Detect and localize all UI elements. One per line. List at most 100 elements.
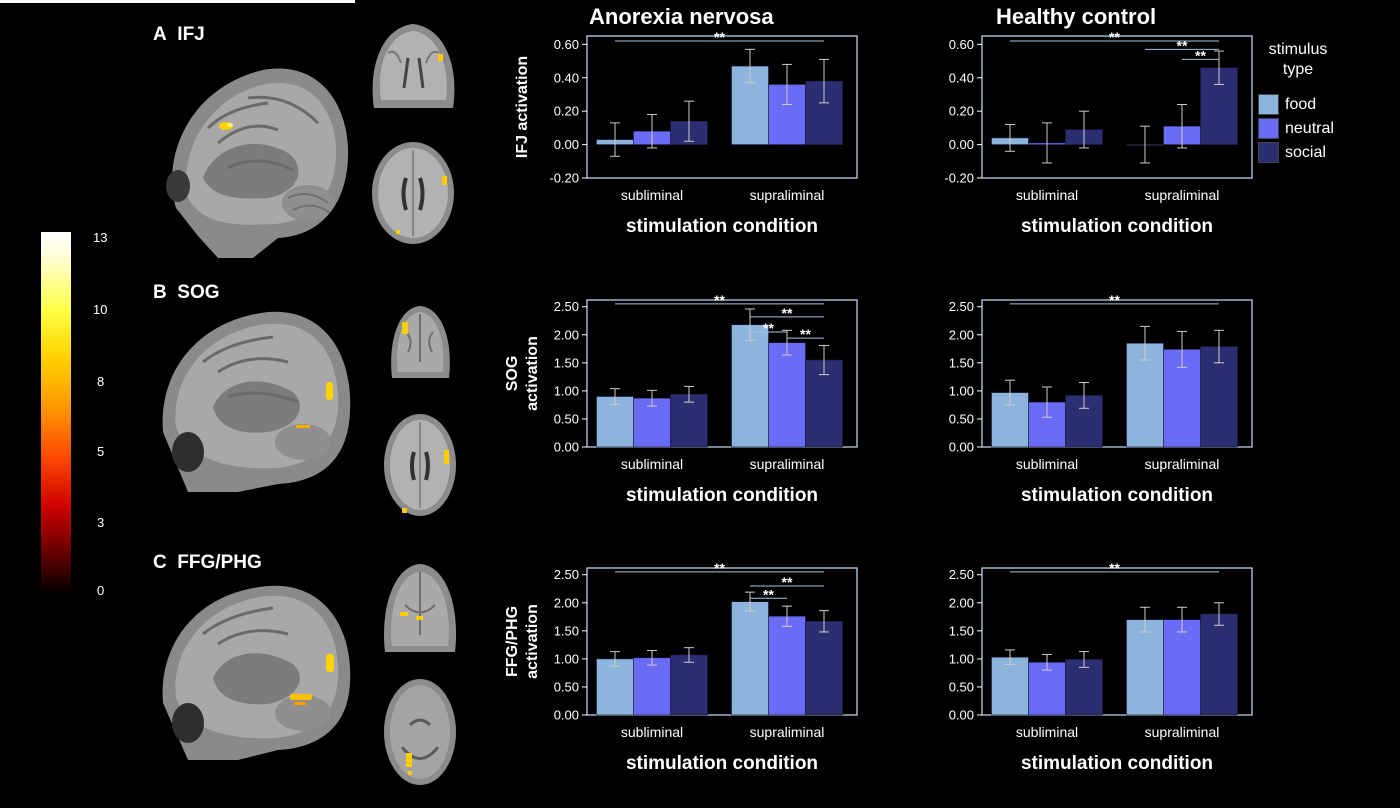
y-axis-label: FFG/PHG xyxy=(505,606,521,677)
legend-item-neutral: neutral xyxy=(1258,118,1348,139)
y-tick-label: 0.00 xyxy=(949,137,974,152)
legend-label: food xyxy=(1285,95,1317,113)
y-tick-label: -0.20 xyxy=(549,171,579,186)
bar xyxy=(596,396,634,448)
legend-title: stimulus type xyxy=(1248,40,1348,80)
x-tick-label: subliminal xyxy=(1016,724,1078,740)
bar xyxy=(805,621,843,716)
colorbar-tick: 5 xyxy=(97,444,105,459)
column-title-healthy: Healthy control xyxy=(996,4,1157,29)
significance-marker: ** xyxy=(1109,292,1120,308)
x-tick-label: subliminal xyxy=(621,724,683,740)
y-tick-label: 0.00 xyxy=(554,137,579,152)
colorbar-tick: 3 xyxy=(97,515,105,530)
y-tick-label: 0.20 xyxy=(554,104,579,119)
chart-ffg-anorexia: 2.50 2.00 1.50 1.00 0.50 0.00 subliminal supral… xyxy=(505,560,858,774)
significance-marker: ** xyxy=(1109,560,1120,576)
y-tick-label: 2.50 xyxy=(554,299,579,314)
significance-marker: ** xyxy=(763,586,774,602)
top-white-band xyxy=(0,0,355,3)
bar xyxy=(731,324,769,448)
y-axis-label: activation xyxy=(524,336,541,411)
bar xyxy=(1065,659,1103,716)
y-tick-label: 1.00 xyxy=(554,651,579,666)
panel-region: IFJ xyxy=(177,24,205,45)
plot-frame xyxy=(981,35,1253,179)
legend-swatch xyxy=(1258,118,1279,139)
x-tick-label: supraliminal xyxy=(750,187,825,203)
chart-ifj-healthy: 0.60 0.40 0.20 0.00 -0.20 subliminal supralimi… xyxy=(944,29,1253,237)
y-tick-label: 1.50 xyxy=(554,623,579,638)
y-tick-label: 0.50 xyxy=(949,411,974,426)
brain-coronal-a xyxy=(366,18,461,116)
brain-axial-b xyxy=(380,410,460,520)
significance-marker: ** xyxy=(714,292,725,308)
colorbar-tick: 0 xyxy=(97,583,105,598)
x-tick-label: supraliminal xyxy=(750,456,825,472)
y-tick-label: 2.50 xyxy=(554,567,579,582)
x-tick-label: subliminal xyxy=(1016,456,1078,472)
y-tick-label: -0.20 xyxy=(944,171,974,186)
y-tick-label: 1.00 xyxy=(949,651,974,666)
significance-marker: ** xyxy=(1109,29,1120,45)
brain-sagittal-a xyxy=(158,58,358,258)
y-tick-label: 2.50 xyxy=(949,299,974,314)
x-tick-label: supraliminal xyxy=(1145,456,1220,472)
bar xyxy=(768,615,806,716)
y-tick-label: 0.00 xyxy=(554,440,579,455)
y-tick-label: 0.00 xyxy=(949,440,974,455)
bar xyxy=(596,658,634,716)
y-tick-label: 0.50 xyxy=(554,411,579,426)
x-axis-label: stimulation condition xyxy=(626,753,818,774)
significance-marker: ** xyxy=(782,574,793,590)
plot-frame xyxy=(981,567,1253,716)
chart-sog-healthy: 2.50 2.00 1.50 1.00 0.50 0.00 subliminal supral… xyxy=(949,292,1253,506)
y-axis-label: SOG xyxy=(505,356,521,392)
bar xyxy=(768,342,806,448)
y-tick-label: 1.00 xyxy=(949,383,974,398)
y-tick-label: 2.00 xyxy=(554,327,579,342)
panel-label-b: B SOG xyxy=(153,282,220,304)
x-axis-label: stimulation condition xyxy=(626,485,818,506)
y-tick-label: 2.00 xyxy=(949,327,974,342)
y-tick-label: 0.00 xyxy=(949,708,974,723)
plot-frame xyxy=(586,299,858,448)
panel-letter: A xyxy=(153,24,167,45)
significance-marker: ** xyxy=(800,326,811,342)
y-tick-label: 0.00 xyxy=(554,708,579,723)
x-axis-label: stimulation condition xyxy=(626,216,818,237)
column-title-anorexia: Anorexia nervosa xyxy=(589,4,774,29)
x-axis-label: stimulation condition xyxy=(1021,753,1213,774)
panel-region: FFG/PHG xyxy=(177,552,262,573)
significance-marker: ** xyxy=(763,320,774,336)
y-tick-label: 2.00 xyxy=(949,595,974,610)
chart-ifj-anorexia: 0.60 0.40 0.20 0.00 -0.20 subliminal supralimi… xyxy=(514,29,858,237)
bar xyxy=(1126,619,1164,716)
plot-frame xyxy=(586,567,858,716)
chart-sog-anorexia: 2.50 2.00 1.50 1.00 0.50 0.00 subliminal supral… xyxy=(505,292,858,506)
panel-label-c: C FFG/PHG xyxy=(153,552,262,574)
y-tick-label: 2.50 xyxy=(949,567,974,582)
brain-coronal-b xyxy=(388,302,453,382)
significance-marker: ** xyxy=(782,305,793,321)
colorbar-tick: 13 xyxy=(93,230,108,245)
y-tick-label: 0.40 xyxy=(949,70,974,85)
y-tick-label: 0.60 xyxy=(554,37,579,52)
legend-item-social: social xyxy=(1258,142,1348,163)
y-tick-label: 0.50 xyxy=(949,679,974,694)
significance-marker: ** xyxy=(714,560,725,576)
bar xyxy=(1163,619,1201,716)
significance-marker: ** xyxy=(1195,47,1206,63)
bar xyxy=(1200,613,1238,716)
y-tick-label: 1.00 xyxy=(554,383,579,398)
y-tick-label: 2.00 xyxy=(554,595,579,610)
legend-title-line: type xyxy=(1282,61,1314,78)
x-tick-label: subliminal xyxy=(621,187,683,203)
colorbar xyxy=(41,232,71,594)
legend-title-line: stimulus xyxy=(1268,41,1328,58)
y-tick-label: 0.20 xyxy=(949,104,974,119)
legend: stimulus type food neutral social xyxy=(1248,40,1348,163)
legend-label: social xyxy=(1285,143,1326,161)
y-tick-label: 0.50 xyxy=(554,679,579,694)
legend-swatch xyxy=(1258,142,1279,163)
